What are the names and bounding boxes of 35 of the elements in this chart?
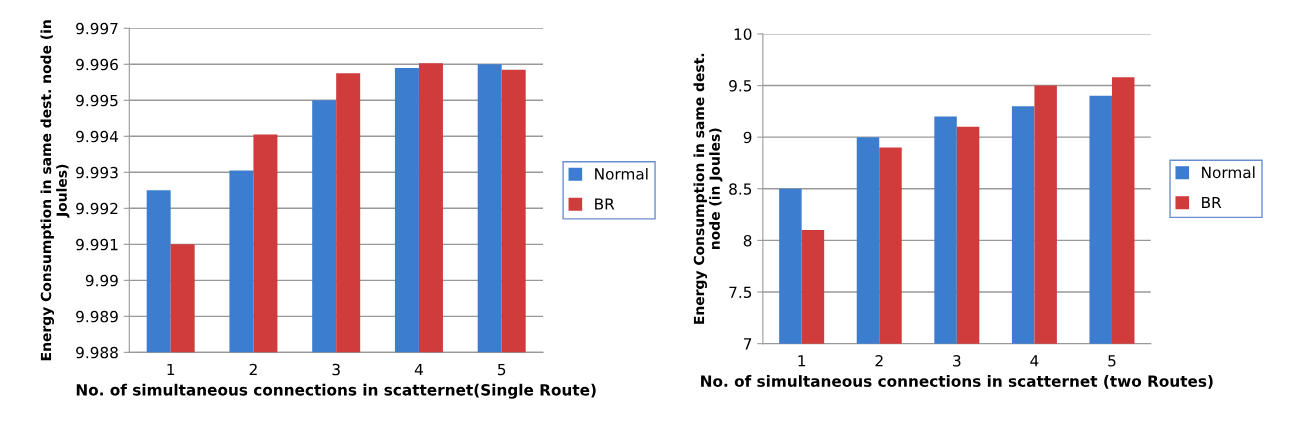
x-axis-title: No. of simultaneous connections in scatternet (two Routes) xyxy=(701,375,1213,389)
x-tick-label: 4 xyxy=(1030,355,1039,367)
y-tick-label: 9.993 xyxy=(76,166,118,179)
legend-label: BR xyxy=(595,198,615,210)
y-tick-label: 9.5 xyxy=(729,80,752,92)
y-tick-label: 9.989 xyxy=(76,310,118,323)
y-tick-label: 9.99 xyxy=(85,274,118,287)
x-axis-title: No. of simultaneous connections in scatternet(Single Route) xyxy=(76,383,596,399)
y-tick-label: 9.995 xyxy=(76,94,118,107)
y-tick-label: 10 xyxy=(734,28,752,40)
x-tick-label: 5 xyxy=(498,363,506,376)
y-axis-title: Energy Consumption in same dest. node (in Joules) xyxy=(693,53,723,324)
y-tick-label: 9.988 xyxy=(76,346,118,359)
y-tick-label: 9.992 xyxy=(76,202,118,215)
x-tick-label: 2 xyxy=(249,363,257,376)
y-tick-label: 7.5 xyxy=(729,286,752,299)
x-tick-label: 3 xyxy=(332,363,340,376)
legend-label: BR xyxy=(1202,196,1222,209)
y-tick-label: 9 xyxy=(743,131,752,144)
x-tick-label: 2 xyxy=(875,355,883,367)
x-tick-label: 1 xyxy=(167,363,175,376)
x-tick-label: 4 xyxy=(414,363,423,376)
y-tick-label: 9.991 xyxy=(76,238,118,251)
y-tick-label: 7 xyxy=(743,338,752,350)
x-tick-label: 1 xyxy=(798,355,806,367)
y-tick-label: 9.994 xyxy=(76,130,119,143)
y-tick-label: 8 xyxy=(743,234,752,247)
y-tick-label: 9.997 xyxy=(76,22,118,35)
y-tick-label: 8.5 xyxy=(729,183,752,195)
legend-label: Normal xyxy=(595,167,648,180)
y-axis-title: Energy Consumption in same dest. node (in Joules) xyxy=(40,20,70,361)
x-tick-label: 5 xyxy=(1108,355,1116,367)
legend-label: Normal xyxy=(1202,166,1255,179)
y-tick-label: 9.996 xyxy=(76,58,118,71)
x-tick-label: 3 xyxy=(953,355,961,367)
